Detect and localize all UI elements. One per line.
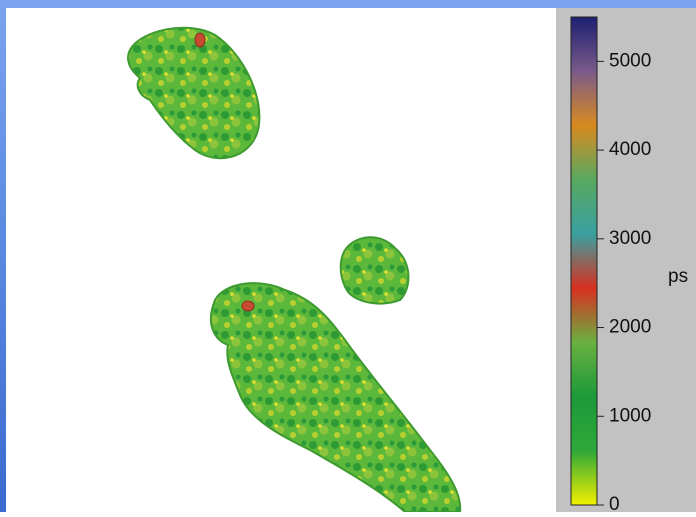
hotspot [195, 33, 205, 47]
tick-label: 5000 [609, 50, 651, 71]
colorbar-label: ps [668, 266, 688, 287]
tick-label: 3000 [609, 228, 651, 249]
tick-label: 1000 [609, 405, 651, 426]
tick-label: 2000 [609, 317, 651, 338]
page: 010002000300040005000 ps (() => { const … [0, 0, 696, 512]
tick-label: 4000 [609, 139, 651, 160]
image-area [6, 8, 556, 512]
colorbar-scale [571, 17, 597, 505]
flim-image: 0 1000 2000 3000 4000 5000 ps [0, 0, 696, 512]
tick-label: 0 [609, 494, 620, 512]
hotspot [242, 301, 254, 311]
